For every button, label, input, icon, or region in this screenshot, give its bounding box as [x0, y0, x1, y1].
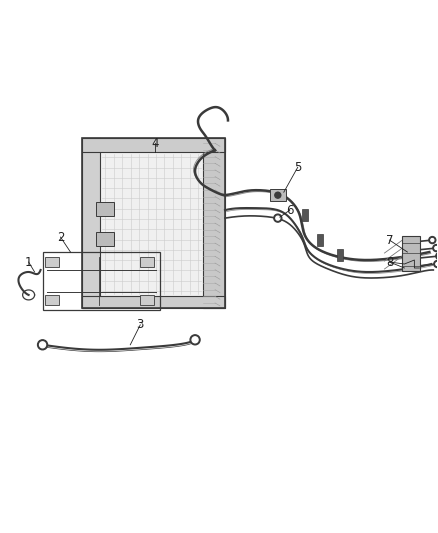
Polygon shape — [203, 139, 225, 308]
Circle shape — [435, 247, 438, 249]
Circle shape — [433, 245, 438, 252]
Text: 4: 4 — [152, 137, 159, 150]
Bar — [317, 234, 323, 246]
Bar — [96, 202, 114, 216]
Circle shape — [431, 239, 434, 241]
Bar — [100, 152, 203, 296]
Text: 2: 2 — [57, 231, 64, 244]
Bar — [82, 139, 225, 308]
Bar — [82, 139, 225, 152]
Circle shape — [436, 263, 438, 265]
Circle shape — [39, 342, 46, 348]
Text: 6: 6 — [286, 204, 293, 216]
Text: 8: 8 — [386, 255, 393, 269]
Bar — [140, 295, 154, 305]
Text: 7: 7 — [386, 233, 393, 247]
Circle shape — [275, 192, 281, 198]
Text: 3: 3 — [137, 318, 144, 332]
Bar — [82, 296, 225, 308]
Bar — [302, 209, 308, 221]
Circle shape — [434, 261, 438, 268]
Bar — [45, 257, 59, 267]
Bar — [403, 236, 420, 271]
Bar — [337, 249, 343, 261]
Polygon shape — [82, 139, 100, 308]
Text: 1: 1 — [25, 255, 32, 269]
Bar — [96, 232, 114, 246]
Bar — [140, 257, 154, 267]
Circle shape — [192, 337, 198, 343]
Circle shape — [38, 340, 48, 350]
Circle shape — [190, 335, 200, 345]
Text: 5: 5 — [294, 161, 301, 174]
Circle shape — [436, 253, 438, 260]
Circle shape — [429, 237, 436, 244]
Circle shape — [276, 216, 280, 220]
Circle shape — [274, 214, 282, 222]
Bar — [42, 252, 160, 310]
Bar — [45, 295, 59, 305]
Bar — [270, 189, 286, 201]
